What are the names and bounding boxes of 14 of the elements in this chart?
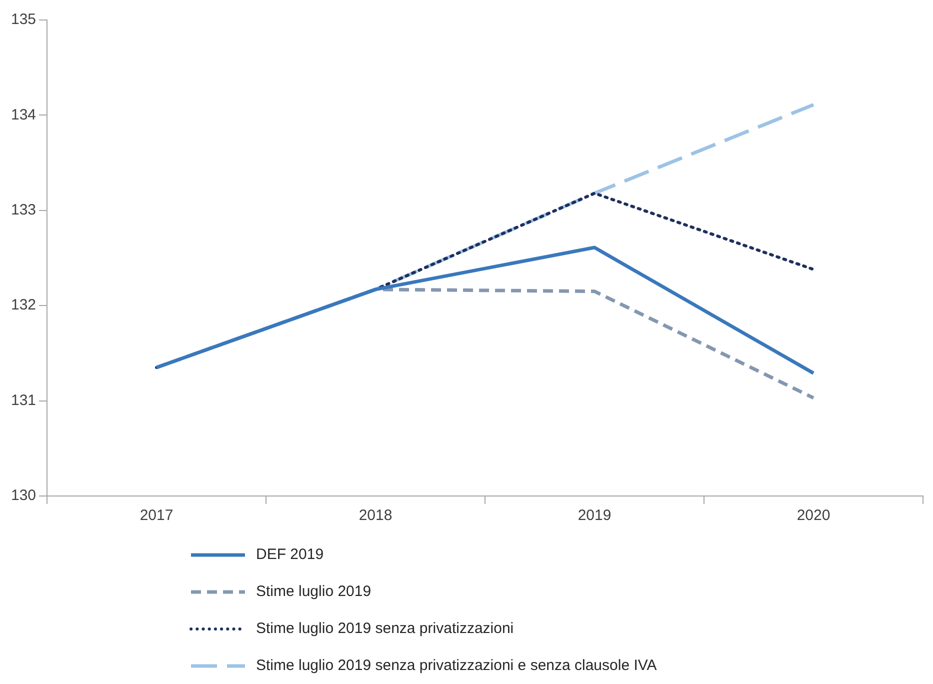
x-tick-label: 2017 xyxy=(140,507,174,524)
y-tick-label: 131 xyxy=(10,392,36,409)
x-tick-label: 2020 xyxy=(796,507,830,524)
y-tick-label: 135 xyxy=(10,11,36,28)
y-tick-label: 132 xyxy=(10,296,36,314)
x-tick-label: 2019 xyxy=(578,507,612,524)
y-tick-label: 133 xyxy=(10,202,36,219)
legend-label: Stime luglio 2019 senza privatizzazioni xyxy=(256,620,514,637)
y-tick-label: 134 xyxy=(10,106,36,124)
y-tick-label: 130 xyxy=(10,487,36,504)
x-tick-label: 2018 xyxy=(358,507,392,524)
legend-label: DEF 2019 xyxy=(256,546,324,563)
legend-label: Stime luglio 2019 xyxy=(256,583,372,600)
legend-label: Stime luglio 2019 senza privatizzazioni e senza clausole IVA xyxy=(256,657,657,674)
